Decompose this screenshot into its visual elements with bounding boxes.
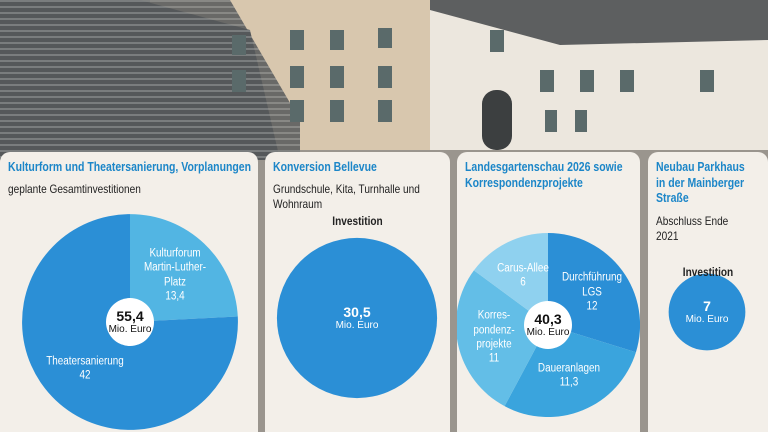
panel: Neubau Parkhaus in der Mainberger Straße… [648,152,768,432]
pie-center-text: 55,4 Mio. Euro [108,307,152,336]
slice-label: Kulturforum Martin-Luther-Platz 13,4 [139,246,211,304]
panel-heading: Investition [332,214,383,228]
pie-slice [457,270,548,407]
slice-name: Carus-Allee [497,262,549,275]
panel-title: Konversion Bellevue [273,160,377,174]
slice-value: 11,3 [559,377,579,390]
pie-slice [130,214,238,322]
pie-center-text: 30,5 Mio. Euro [335,303,379,332]
slice-label: Durchführung LGS 12 [562,271,622,314]
slice-label: Carus-Allee 6 [497,261,549,290]
panel-heading: Investition [682,265,734,279]
unit-label: Mio. Euro [335,320,379,332]
pie-chart [668,273,746,351]
pie-slice [473,232,548,325]
panel-title: Neubau Parkhaus in der Mainberger Straße [656,160,745,206]
slice-name: Kulturforum Martin-Luther-Platz [143,247,206,289]
unit-label: Mio. Euro [108,324,152,336]
total-label: 40,3 [534,310,562,327]
pie-center-text: 7 Mio. Euro [685,297,729,326]
center-disc [524,301,572,349]
slice-value: 11 [488,352,500,365]
panel: Kulturform und Theatersanierung, Vorplan… [0,152,258,432]
pie-slice [504,325,636,418]
panel-subtitle: Abschluss Ende 2021 [656,214,729,243]
panel: Landesgartenschau 2026 sowie Korresponde… [457,152,640,432]
pie-center-text: 40,3 Mio. Euro [526,310,570,339]
panel-title: Kulturform und Theatersanierung, Vorplan… [8,160,252,174]
slice-label: Daueranlagen 11,3 [538,362,600,391]
slice-name: Daueranlagen [537,362,601,375]
slice-name: Korres- pondenz- projekte [473,309,515,351]
slice-value: 12 [586,300,598,313]
slice-label: Korres- pondenz- projekte 11 [473,308,514,366]
pie-slice [276,237,438,399]
total-label: 55,4 [116,307,144,324]
slice-value: 13,4 [164,290,185,303]
value-label: 7 [703,297,711,314]
panel-subtitle: Grundschule, Kita, Turnhalle und Wohnrau… [273,182,420,211]
pie-slice [668,273,746,351]
unit-label: Mio. Euro [526,327,570,339]
unit-label: Mio. Euro [685,314,729,326]
panel: Konversion Bellevue Grundschule, Kita, Tu… [265,152,450,432]
slice-value: 6 [520,276,526,289]
slice-value: 42 [79,369,91,382]
center-disc [106,298,154,346]
slice-label: Theatersanierung 42 [47,355,125,384]
pie-chart [22,214,238,430]
slice-name: Theatersanierung [46,355,125,368]
value-label: 30,5 [343,303,371,320]
pie-chart [457,232,640,418]
slice-name: Durchführung LGS [562,271,623,299]
panel-subtitle: geplante Gesamtinvestitionen [8,182,141,196]
panel-title: Landesgartenschau 2026 sowie Korresponde… [465,160,623,190]
pie-chart [276,237,438,399]
